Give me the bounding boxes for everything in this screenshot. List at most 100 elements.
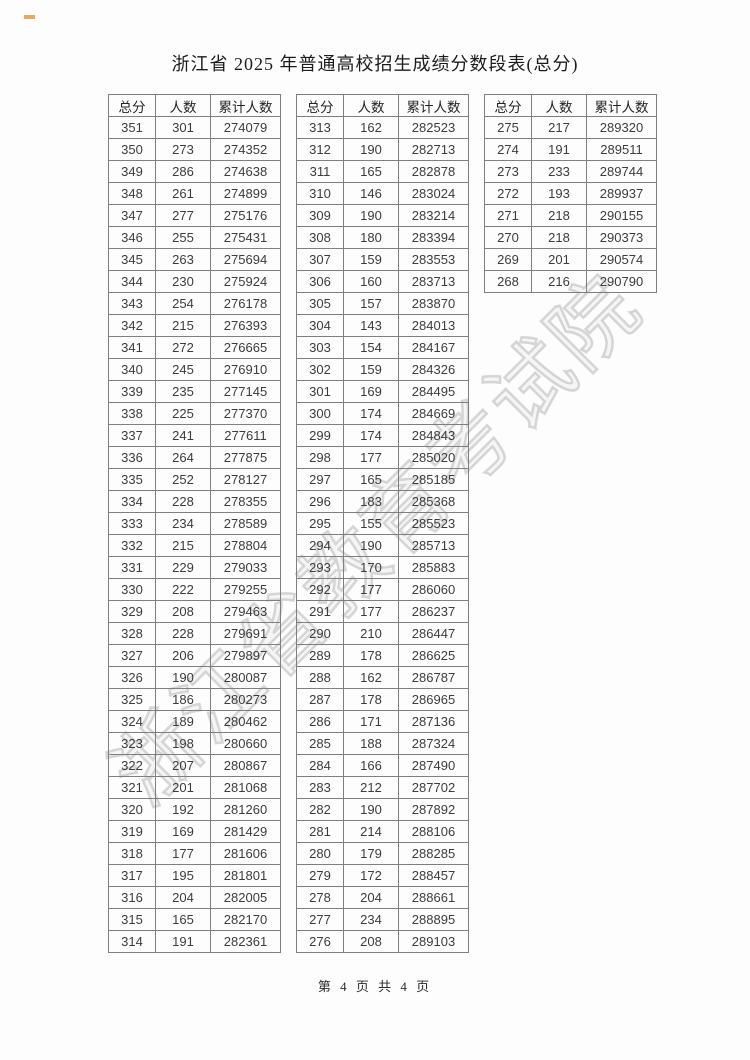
table-row: 338 225 277370 bbox=[108, 402, 281, 425]
cell-score: 338 bbox=[108, 402, 156, 425]
cell-score: 273 bbox=[484, 160, 532, 183]
table-row: 286 171 287136 bbox=[296, 710, 469, 733]
scan-artifact-mark bbox=[24, 15, 35, 19]
table-row: 296 183 285368 bbox=[296, 490, 469, 513]
cell-count: 214 bbox=[343, 820, 399, 843]
table-row: 290 210 286447 bbox=[296, 622, 469, 645]
cell-cumulative: 284495 bbox=[398, 380, 469, 403]
cell-score: 318 bbox=[108, 842, 156, 865]
table-row: 269 201 290574 bbox=[484, 248, 657, 271]
score-table: 总分 人数 累计人数 275 217 289320 274 191 289511 273 233 28… bbox=[484, 94, 657, 293]
table-row: 318 177 281606 bbox=[108, 842, 281, 865]
cell-cumulative: 275694 bbox=[210, 248, 281, 271]
table-row: 305 157 283870 bbox=[296, 292, 469, 315]
table-row: 295 155 285523 bbox=[296, 512, 469, 535]
table-row: 288 162 286787 bbox=[296, 666, 469, 689]
table-row: 300 174 284669 bbox=[296, 402, 469, 425]
cell-cumulative: 280462 bbox=[210, 710, 281, 733]
cell-count: 191 bbox=[531, 138, 587, 161]
cell-count: 193 bbox=[531, 182, 587, 205]
cell-score: 349 bbox=[108, 160, 156, 183]
cell-count: 228 bbox=[155, 490, 211, 513]
cell-score: 302 bbox=[296, 358, 344, 381]
table-row: 317 195 281801 bbox=[108, 864, 281, 887]
cell-count: 263 bbox=[155, 248, 211, 271]
cell-count: 146 bbox=[343, 182, 399, 205]
table-row: 292 177 286060 bbox=[296, 578, 469, 601]
table-row: 351 301 274079 bbox=[108, 116, 281, 139]
column-header: 总分 bbox=[484, 94, 532, 117]
cell-cumulative: 279691 bbox=[210, 622, 281, 645]
cell-cumulative: 276178 bbox=[210, 292, 281, 315]
cell-count: 204 bbox=[343, 886, 399, 909]
cell-score: 307 bbox=[296, 248, 344, 271]
cell-cumulative: 275176 bbox=[210, 204, 281, 227]
cell-score: 323 bbox=[108, 732, 156, 755]
cell-count: 143 bbox=[343, 314, 399, 337]
cell-count: 190 bbox=[343, 138, 399, 161]
table-row: 345 263 275694 bbox=[108, 248, 281, 271]
cell-score: 351 bbox=[108, 116, 156, 139]
cell-score: 311 bbox=[296, 160, 344, 183]
cell-cumulative: 282523 bbox=[398, 116, 469, 139]
cell-score: 333 bbox=[108, 512, 156, 535]
table-row: 325 186 280273 bbox=[108, 688, 281, 711]
cell-count: 272 bbox=[155, 336, 211, 359]
cell-score: 350 bbox=[108, 138, 156, 161]
table-row: 287 178 286965 bbox=[296, 688, 469, 711]
cell-score: 310 bbox=[296, 182, 344, 205]
cell-count: 234 bbox=[155, 512, 211, 535]
column-header: 累计人数 bbox=[586, 94, 657, 117]
table-row: 310 146 283024 bbox=[296, 182, 469, 205]
cell-cumulative: 288895 bbox=[398, 908, 469, 931]
cell-cumulative: 289937 bbox=[586, 182, 657, 205]
cell-score: 305 bbox=[296, 292, 344, 315]
cell-count: 286 bbox=[155, 160, 211, 183]
score-table: 总分 人数 累计人数 313 162 282523 312 190 282713 311 165 28… bbox=[296, 94, 469, 953]
cell-count: 155 bbox=[343, 512, 399, 535]
cell-cumulative: 287324 bbox=[398, 732, 469, 755]
cell-cumulative: 276665 bbox=[210, 336, 281, 359]
table-row: 314 191 282361 bbox=[108, 930, 281, 953]
cell-score: 299 bbox=[296, 424, 344, 447]
cell-count: 171 bbox=[343, 710, 399, 733]
cell-count: 192 bbox=[155, 798, 211, 821]
cell-count: 183 bbox=[343, 490, 399, 513]
table-row: 297 165 285185 bbox=[296, 468, 469, 491]
cell-score: 313 bbox=[296, 116, 344, 139]
cell-score: 286 bbox=[296, 710, 344, 733]
table-row: 326 190 280087 bbox=[108, 666, 281, 689]
cell-count: 277 bbox=[155, 204, 211, 227]
cell-count: 191 bbox=[155, 930, 211, 953]
cell-count: 234 bbox=[343, 908, 399, 931]
table-row: 272 193 289937 bbox=[484, 182, 657, 205]
cell-cumulative: 290155 bbox=[586, 204, 657, 227]
cell-count: 169 bbox=[155, 820, 211, 843]
page-number-footer: 第 4 页 共 4 页 bbox=[317, 979, 433, 994]
cell-cumulative: 287490 bbox=[398, 754, 469, 777]
cell-score: 327 bbox=[108, 644, 156, 667]
cell-cumulative: 289103 bbox=[398, 930, 469, 953]
cell-score: 275 bbox=[484, 116, 532, 139]
column-header: 人数 bbox=[531, 94, 587, 117]
table-row: 335 252 278127 bbox=[108, 468, 281, 491]
table-row: 343 254 276178 bbox=[108, 292, 281, 315]
cell-score: 278 bbox=[296, 886, 344, 909]
cell-score: 306 bbox=[296, 270, 344, 293]
cell-cumulative: 280273 bbox=[210, 688, 281, 711]
cell-cumulative: 277611 bbox=[210, 424, 281, 447]
cell-count: 233 bbox=[531, 160, 587, 183]
cell-cumulative: 288106 bbox=[398, 820, 469, 843]
column-header: 累计人数 bbox=[398, 94, 469, 117]
table-row: 303 154 284167 bbox=[296, 336, 469, 359]
score-tables-container: 总分 人数 累计人数 351 301 274079 350 273 274352 349 286 27… bbox=[108, 94, 657, 953]
page-title: 浙江省 2025 年普通高校招生成绩分数段表(总分) bbox=[171, 54, 579, 74]
cell-cumulative: 290790 bbox=[586, 270, 657, 293]
cell-score: 315 bbox=[108, 908, 156, 931]
cell-count: 216 bbox=[531, 270, 587, 293]
table-row: 344 230 275924 bbox=[108, 270, 281, 293]
cell-cumulative: 279033 bbox=[210, 556, 281, 579]
cell-score: 336 bbox=[108, 446, 156, 469]
cell-score: 317 bbox=[108, 864, 156, 887]
cell-score: 316 bbox=[108, 886, 156, 909]
